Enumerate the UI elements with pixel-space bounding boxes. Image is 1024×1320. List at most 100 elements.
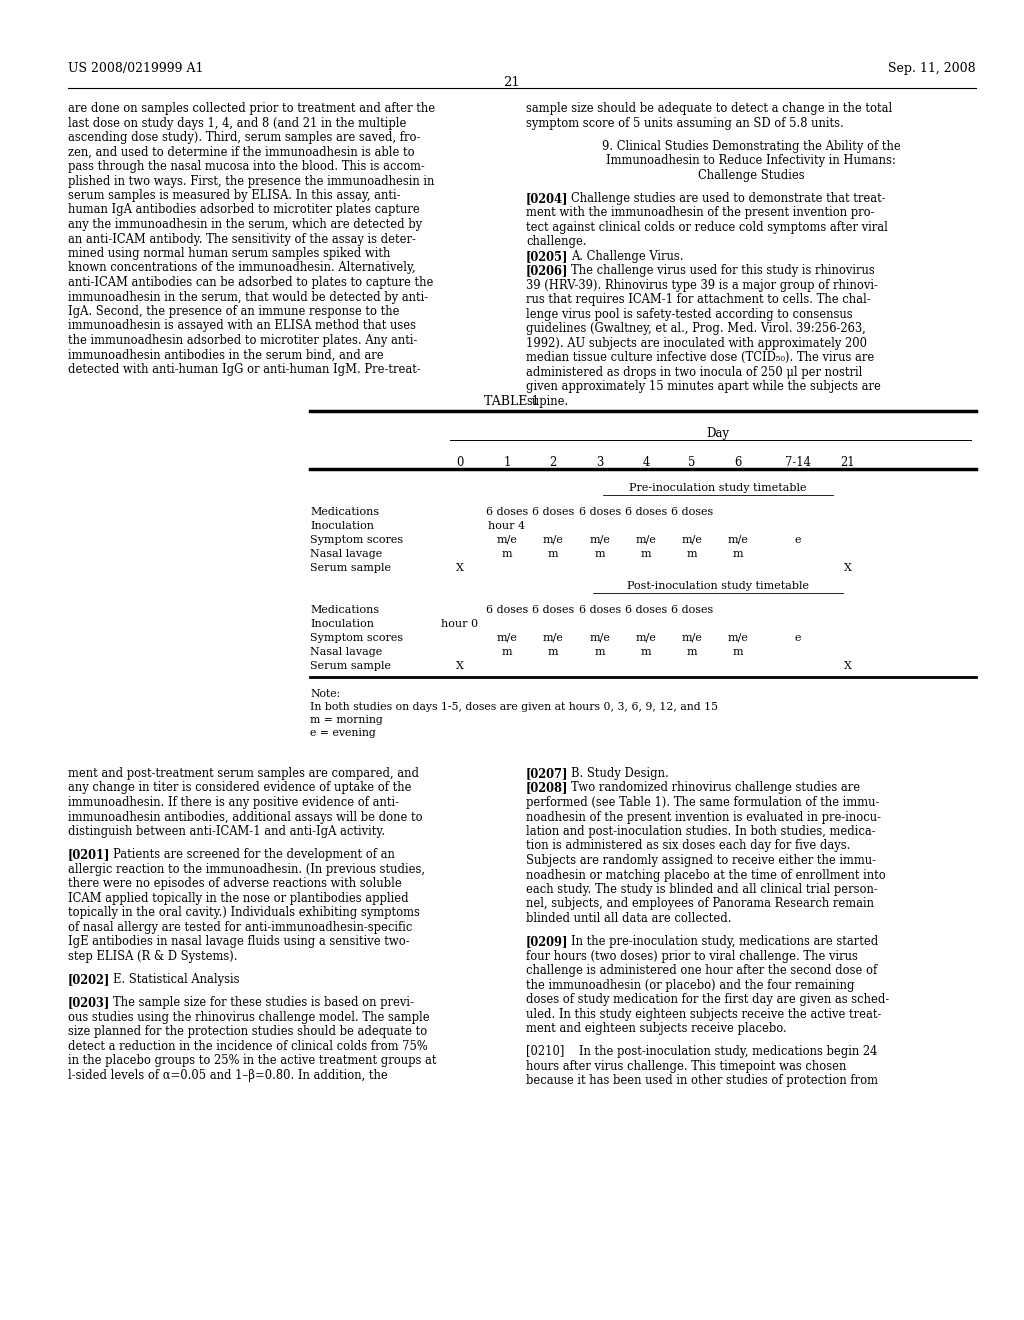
Text: m: m — [595, 647, 605, 657]
Text: challenge.: challenge. — [526, 235, 587, 248]
Text: [0210]    In the post-inoculation study, medications begin 24: [0210] In the post-inoculation study, me… — [526, 1045, 878, 1059]
Text: X: X — [456, 661, 464, 671]
Text: supine.: supine. — [526, 395, 568, 408]
Text: Nasal lavage: Nasal lavage — [310, 549, 382, 558]
Text: Note:: Note: — [310, 689, 340, 700]
Text: Medications: Medications — [310, 605, 379, 615]
Text: IgE antibodies in nasal lavage fluids using a sensitive two-: IgE antibodies in nasal lavage fluids us… — [68, 935, 410, 948]
Text: The sample size for these studies is based on previ-: The sample size for these studies is bas… — [113, 997, 414, 1008]
Text: Subjects are randomly assigned to receive either the immu-: Subjects are randomly assigned to receiv… — [526, 854, 876, 867]
Text: doses of study medication for the first day are given as sched-: doses of study medication for the first … — [526, 993, 889, 1006]
Text: m: m — [641, 549, 651, 558]
Text: Post-inoculation study timetable: Post-inoculation study timetable — [627, 581, 809, 591]
Text: last dose on study days 1, 4, and 8 (and 21 in the multiple: last dose on study days 1, 4, and 8 (and… — [68, 116, 407, 129]
Text: the immunoadhesin adsorbed to microtiter plates. Any anti-: the immunoadhesin adsorbed to microtiter… — [68, 334, 418, 347]
Text: hours after virus challenge. This timepoint was chosen: hours after virus challenge. This timepo… — [526, 1060, 847, 1073]
Text: Sep. 11, 2008: Sep. 11, 2008 — [889, 62, 976, 75]
Text: there were no episodes of adverse reactions with soluble: there were no episodes of adverse reacti… — [68, 878, 401, 890]
Text: anti-ICAM antibodies can be adsorbed to plates to capture the: anti-ICAM antibodies can be adsorbed to … — [68, 276, 433, 289]
Text: 21: 21 — [504, 77, 520, 88]
Text: In both studies on days 1-5, doses are given at hours 0, 3, 6, 9, 12, and 15: In both studies on days 1-5, doses are g… — [310, 702, 718, 711]
Text: m/e: m/e — [543, 535, 563, 545]
Text: step ELISA (R & D Systems).: step ELISA (R & D Systems). — [68, 949, 238, 962]
Text: Pre-inoculation study timetable: Pre-inoculation study timetable — [630, 483, 807, 492]
Text: noadhesin of the present invention is evaluated in pre-inocu-: noadhesin of the present invention is ev… — [526, 810, 881, 824]
Text: rus that requires ICAM-1 for attachment to cells. The chal-: rus that requires ICAM-1 for attachment … — [526, 293, 870, 306]
Text: of nasal allergy are tested for anti-immunoadhesin-specific: of nasal allergy are tested for anti-imm… — [68, 921, 413, 933]
Text: any the immunoadhesin in the serum, which are detected by: any the immunoadhesin in the serum, whic… — [68, 218, 422, 231]
Text: known concentrations of the immunoadhesin. Alternatively,: known concentrations of the immunoadhesi… — [68, 261, 416, 275]
Text: 1992). AU subjects are inoculated with approximately 200: 1992). AU subjects are inoculated with a… — [526, 337, 867, 350]
Text: pass through the nasal mucosa into the blood. This is accom-: pass through the nasal mucosa into the b… — [68, 160, 425, 173]
Text: 21: 21 — [841, 455, 855, 469]
Text: Inoculation: Inoculation — [310, 521, 374, 531]
Text: B. Study Design.: B. Study Design. — [571, 767, 669, 780]
Text: 6 doses: 6 doses — [485, 605, 528, 615]
Text: noadhesin or matching placebo at the time of enrollment into: noadhesin or matching placebo at the tim… — [526, 869, 886, 882]
Text: median tissue culture infective dose (TCID₅₀). The virus are: median tissue culture infective dose (TC… — [526, 351, 874, 364]
Text: [0202]: [0202] — [68, 973, 111, 986]
Text: IgA. Second, the presence of an immune response to the: IgA. Second, the presence of an immune r… — [68, 305, 399, 318]
Text: m/e: m/e — [590, 634, 610, 643]
Text: an anti-ICAM antibody. The sensitivity of the assay is deter-: an anti-ICAM antibody. The sensitivity o… — [68, 232, 416, 246]
Text: each study. The study is blinded and all clinical trial person-: each study. The study is blinded and all… — [526, 883, 878, 896]
Text: [0208]: [0208] — [526, 781, 568, 795]
Text: e: e — [795, 535, 801, 545]
Text: m/e: m/e — [543, 634, 563, 643]
Text: given approximately 15 minutes apart while the subjects are: given approximately 15 minutes apart whi… — [526, 380, 881, 393]
Text: m = morning: m = morning — [310, 715, 383, 725]
Text: m: m — [733, 549, 743, 558]
Text: symptom score of 5 units assuming an SD of 5.8 units.: symptom score of 5 units assuming an SD … — [526, 116, 844, 129]
Text: 6 doses: 6 doses — [671, 507, 713, 517]
Text: US 2008/0219999 A1: US 2008/0219999 A1 — [68, 62, 204, 75]
Text: Symptom scores: Symptom scores — [310, 535, 403, 545]
Text: administered as drops in two inocula of 250 μl per nostril: administered as drops in two inocula of … — [526, 366, 862, 379]
Text: lenge virus pool is safety-tested according to consensus: lenge virus pool is safety-tested accord… — [526, 308, 853, 321]
Text: ment with the immunoadhesin of the present invention pro-: ment with the immunoadhesin of the prese… — [526, 206, 874, 219]
Text: m: m — [733, 647, 743, 657]
Text: Challenge Studies: Challenge Studies — [697, 169, 804, 182]
Text: human IgA antibodies adsorbed to microtiter plates capture: human IgA antibodies adsorbed to microti… — [68, 203, 420, 216]
Text: any change in titer is considered evidence of uptake of the: any change in titer is considered eviden… — [68, 781, 412, 795]
Text: detected with anti-human IgG or anti-human IgM. Pre-treat-: detected with anti-human IgG or anti-hum… — [68, 363, 421, 376]
Text: topically in the oral cavity.) Individuals exhibiting symptoms: topically in the oral cavity.) Individua… — [68, 907, 420, 919]
Text: ment and post-treatment serum samples are compared, and: ment and post-treatment serum samples ar… — [68, 767, 419, 780]
Text: Patients are screened for the development of an: Patients are screened for the developmen… — [113, 849, 395, 861]
Text: m/e: m/e — [590, 535, 610, 545]
Text: immunoadhesin antibodies in the serum bind, and are: immunoadhesin antibodies in the serum bi… — [68, 348, 384, 362]
Text: Serum sample: Serum sample — [310, 564, 391, 573]
Text: challenge is administered one hour after the second dose of: challenge is administered one hour after… — [526, 964, 878, 977]
Text: e = evening: e = evening — [310, 729, 376, 738]
Text: ous studies using the rhinovirus challenge model. The sample: ous studies using the rhinovirus challen… — [68, 1011, 430, 1023]
Text: in the placebo groups to 25% in the active treatment groups at: in the placebo groups to 25% in the acti… — [68, 1055, 436, 1067]
Text: ment and eighteen subjects receive placebo.: ment and eighteen subjects receive place… — [526, 1022, 786, 1035]
Text: four hours (two doses) prior to viral challenge. The virus: four hours (two doses) prior to viral ch… — [526, 949, 858, 962]
Text: m/e: m/e — [682, 535, 702, 545]
Text: ICAM applied topically in the nose or plantibodies applied: ICAM applied topically in the nose or pl… — [68, 892, 409, 904]
Text: A. Challenge Virus.: A. Challenge Virus. — [571, 249, 683, 263]
Text: l-sided levels of α=0.05 and 1–β=0.80. In addition, the: l-sided levels of α=0.05 and 1–β=0.80. I… — [68, 1069, 388, 1081]
Text: m/e: m/e — [636, 535, 656, 545]
Text: are done on samples collected prior to treatment and after the: are done on samples collected prior to t… — [68, 102, 435, 115]
Text: Immunoadhesin to Reduce Infectivity in Humans:: Immunoadhesin to Reduce Infectivity in H… — [606, 154, 896, 168]
Text: allergic reaction to the immunoadhesin. (In previous studies,: allergic reaction to the immunoadhesin. … — [68, 863, 425, 875]
Text: immunoadhesin. If there is any positive evidence of anti-: immunoadhesin. If there is any positive … — [68, 796, 399, 809]
Text: Symptom scores: Symptom scores — [310, 634, 403, 643]
Text: tect against clinical colds or reduce cold symptoms after viral: tect against clinical colds or reduce co… — [526, 220, 888, 234]
Text: ascending dose study). Third, serum samples are saved, fro-: ascending dose study). Third, serum samp… — [68, 131, 421, 144]
Text: hour 0: hour 0 — [441, 619, 478, 630]
Text: zen, and used to determine if the immunoadhesin is able to: zen, and used to determine if the immuno… — [68, 145, 415, 158]
Text: guidelines (Gwaltney, et al., Prog. Med. Virol. 39:256-263,: guidelines (Gwaltney, et al., Prog. Med.… — [526, 322, 865, 335]
Text: m: m — [595, 549, 605, 558]
Text: m: m — [687, 647, 697, 657]
Text: mined using normal human serum samples spiked with: mined using normal human serum samples s… — [68, 247, 390, 260]
Text: immunoadhesin is assayed with an ELISA method that uses: immunoadhesin is assayed with an ELISA m… — [68, 319, 416, 333]
Text: 6 doses: 6 doses — [625, 507, 667, 517]
Text: 6 doses: 6 doses — [531, 605, 574, 615]
Text: m/e: m/e — [497, 535, 517, 545]
Text: because it has been used in other studies of protection from: because it has been used in other studie… — [526, 1074, 878, 1088]
Text: size planned for the protection studies should be adequate to: size planned for the protection studies … — [68, 1026, 427, 1038]
Text: m: m — [548, 647, 558, 657]
Text: 6 doses: 6 doses — [671, 605, 713, 615]
Text: m: m — [687, 549, 697, 558]
